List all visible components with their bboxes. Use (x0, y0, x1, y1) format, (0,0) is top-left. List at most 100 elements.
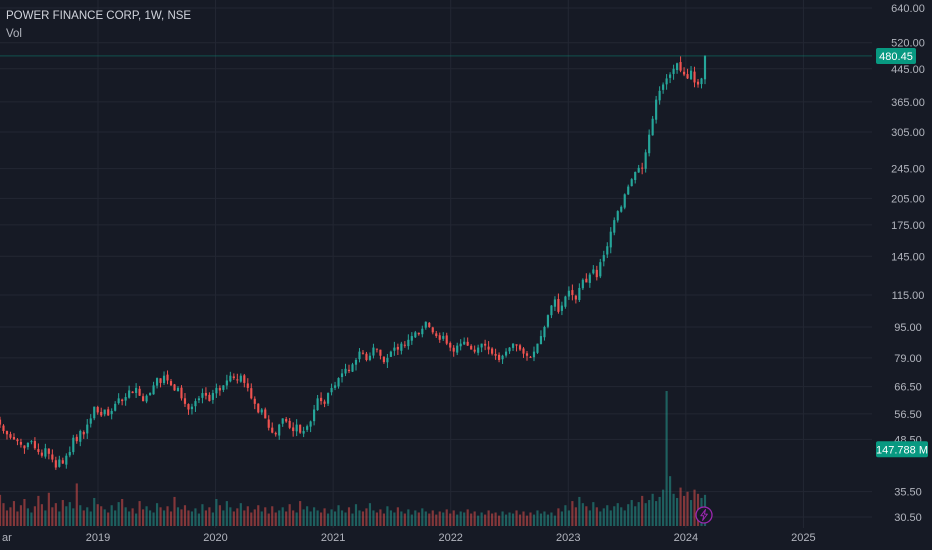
candle-body (407, 339, 410, 347)
volume-bar (142, 509, 145, 526)
volume-bar (295, 512, 298, 526)
volume-bar (89, 511, 92, 526)
volume-bar (75, 483, 78, 526)
candle-body (121, 399, 124, 402)
y-tick-label: 79.00 (894, 353, 922, 365)
y-tick-label: 145.00 (891, 251, 925, 263)
candle-body (410, 336, 413, 341)
symbol-title[interactable]: POWER FINANCE CORP, 1W, NSE (6, 10, 192, 22)
volume-bar (19, 505, 23, 526)
candle-body (326, 393, 330, 404)
candle-body (246, 383, 249, 388)
volume-bar (323, 508, 326, 526)
candle-body (459, 343, 462, 347)
volume-bar (634, 506, 637, 526)
volume-bar (449, 513, 452, 526)
volume-bar (578, 496, 581, 526)
volume-bar (347, 507, 351, 526)
candle-body (498, 354, 501, 360)
candle-body (442, 336, 445, 339)
candle-body (215, 387, 218, 394)
volume-bar (326, 513, 330, 526)
x-tick-label: 2024 (674, 532, 698, 544)
candle-body (501, 355, 504, 360)
volume-value-tag: 147.788 M (876, 441, 928, 458)
candle-body (148, 393, 152, 395)
volume-bar (588, 510, 591, 526)
candle-body (103, 409, 106, 415)
candle-body (271, 427, 274, 433)
grid-lines (0, 0, 872, 528)
candle-body (9, 434, 12, 438)
candle-body (225, 380, 228, 386)
volume-bar (529, 512, 532, 526)
volume-bar (54, 503, 57, 526)
volume-bar (114, 510, 117, 526)
candle-body (567, 290, 570, 297)
volume-bar (682, 495, 686, 526)
candle-body (236, 379, 239, 381)
volume-bar (466, 509, 469, 526)
candle-body (61, 460, 64, 464)
candle-body (620, 206, 623, 212)
candle-body (504, 351, 508, 356)
price-axis[interactable]: 640.00 520.00 445.00 365.00 305.00 245.00 205.… (891, 3, 925, 524)
y-tick-label: 365.00 (891, 97, 925, 109)
candle-body (648, 134, 651, 154)
candle-body (365, 353, 368, 360)
volume-bar (0, 494, 2, 526)
volume-bar (407, 509, 410, 526)
volume-bar (368, 503, 372, 526)
candle-body (393, 347, 396, 351)
candle-body (33, 441, 36, 449)
candle-body (5, 431, 9, 435)
candle-body (302, 431, 305, 434)
candle-body (330, 387, 333, 393)
candle-body (26, 442, 30, 448)
lightning-icon[interactable] (695, 506, 713, 524)
candle-body (644, 152, 647, 169)
candle-body (525, 353, 529, 356)
time-axis[interactable]: ar 2019 2020 2021 2022 2023 2024 2025 (2, 532, 816, 544)
candle-body (155, 378, 159, 386)
candle-body (344, 368, 347, 374)
volume-bar (644, 503, 647, 526)
volume-bar (689, 500, 693, 526)
candle-body (180, 387, 183, 399)
volume-bar (47, 492, 50, 526)
volume-bar (571, 501, 574, 526)
candle-body (54, 460, 57, 468)
candle-body (382, 356, 385, 363)
volume-bar (232, 511, 235, 526)
candle-body (267, 419, 270, 428)
candle-body (529, 356, 532, 358)
candle-body (641, 167, 644, 169)
volume-legend-label[interactable]: Vol (6, 28, 22, 40)
candle-body (354, 359, 358, 365)
volume-bar (525, 515, 529, 526)
volume-bar (333, 511, 337, 526)
candle-body (588, 274, 591, 283)
candle-body (107, 409, 110, 416)
volume-bar (553, 515, 557, 526)
volume-bar (679, 487, 682, 526)
volume-bar (609, 510, 612, 526)
candle-body (431, 327, 434, 333)
candle-body (96, 407, 99, 413)
volume-bar (414, 510, 417, 526)
x-tick-label: 2021 (321, 532, 345, 544)
candle-body (651, 118, 654, 136)
volume-bar (662, 489, 665, 526)
candle-body (309, 421, 312, 427)
candle-body (264, 409, 267, 419)
last-price-value: 480.45 (879, 51, 913, 63)
volume-bar (190, 511, 194, 526)
volume-bar (37, 495, 40, 526)
volume-bar (215, 499, 218, 526)
volume-bar (484, 514, 487, 526)
candle-body (494, 353, 497, 356)
volume-bar (316, 510, 319, 526)
candle-body (679, 62, 682, 71)
volume-bar (361, 511, 365, 526)
